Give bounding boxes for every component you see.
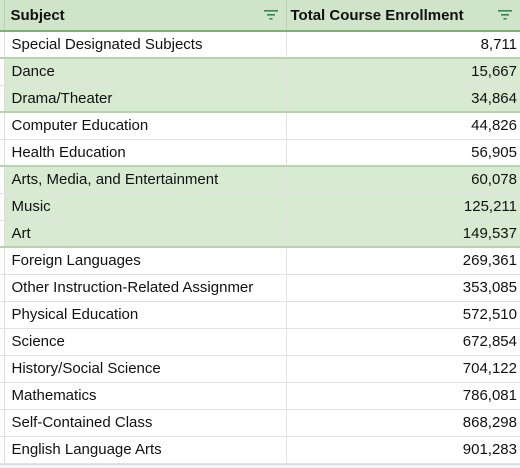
subject-cell[interactable]: Foreign Languages: [4, 247, 287, 275]
row-header-corner: [0, 0, 5, 32]
enrollment-cell[interactable]: 704,122: [286, 355, 520, 383]
subject-cell[interactable]: Mathematics: [4, 382, 287, 410]
column-header-enrollment[interactable]: Total Course Enrollment: [286, 0, 520, 32]
sheet-footer-strip: [0, 464, 520, 468]
enrollment-cell[interactable]: 353,085: [286, 274, 520, 302]
column-header-enrollment-label: Total Course Enrollment: [290, 6, 464, 24]
row-header-cell[interactable]: [0, 112, 5, 140]
subject-cell[interactable]: Art: [4, 220, 287, 248]
table-row[interactable]: Self-Contained Class 868,298: [0, 409, 520, 437]
table-row[interactable]: Arts, Media, and Entertainment 60,078: [0, 165, 520, 194]
row-header-cell[interactable]: [0, 57, 5, 86]
subject-cell[interactable]: Arts, Media, and Entertainment: [4, 165, 287, 194]
subject-cell[interactable]: Science: [4, 328, 287, 356]
enrollment-cell[interactable]: 8,711: [286, 31, 520, 59]
enrollment-cell[interactable]: 786,081: [286, 382, 520, 410]
row-header-cell[interactable]: [0, 328, 5, 356]
enrollment-cell[interactable]: 44,826: [286, 112, 520, 140]
row-header-cell[interactable]: [0, 247, 5, 275]
table-row[interactable]: Other Instruction-Related Assignmer 353,0…: [0, 274, 520, 302]
subject-cell[interactable]: Health Education: [4, 139, 287, 167]
enrollment-cell[interactable]: 269,361: [286, 247, 520, 275]
enrollment-cell[interactable]: 901,283: [286, 436, 520, 464]
table-row[interactable]: Health Education 56,905: [0, 139, 520, 167]
enrollment-cell[interactable]: 56,905: [286, 139, 520, 167]
row-header-cell[interactable]: [0, 409, 5, 437]
enrollment-cell[interactable]: 34,864: [286, 85, 520, 113]
table-row[interactable]: Physical Education 572,510: [0, 301, 520, 329]
subject-cell[interactable]: Computer Education: [4, 112, 287, 140]
table-row[interactable]: English Language Arts 901,283: [0, 436, 520, 464]
subject-cell[interactable]: Self-Contained Class: [4, 409, 287, 437]
table-row[interactable]: Foreign Languages 269,361: [0, 247, 520, 275]
row-header-cell[interactable]: [0, 382, 5, 410]
subject-cell[interactable]: History/Social Science: [4, 355, 287, 383]
header-row: Subject Total Course Enrollment: [0, 0, 520, 32]
table-row[interactable]: Music 125,211: [0, 193, 520, 221]
table-row[interactable]: Drama/Theater 34,864: [0, 85, 520, 113]
row-header-cell[interactable]: [0, 85, 5, 113]
row-header-cell[interactable]: [0, 165, 5, 194]
table-row[interactable]: Art 149,537: [0, 220, 520, 248]
subject-cell[interactable]: Special Designated Subjects: [4, 31, 287, 59]
table-row[interactable]: Special Designated Subjects 8,711: [0, 31, 520, 59]
subject-cell[interactable]: Physical Education: [4, 301, 287, 329]
subject-cell[interactable]: Drama/Theater: [4, 85, 287, 113]
enrollment-cell[interactable]: 672,854: [286, 328, 520, 356]
row-header-cell[interactable]: [0, 274, 5, 302]
enrollment-cell[interactable]: 60,078: [286, 165, 520, 194]
enrollment-cell[interactable]: 15,667: [286, 57, 520, 86]
table-row[interactable]: Computer Education 44,826: [0, 112, 520, 140]
enrollment-cell[interactable]: 868,298: [286, 409, 520, 437]
enrollment-cell[interactable]: 149,537: [286, 220, 520, 248]
table-row[interactable]: History/Social Science 704,122: [0, 355, 520, 383]
enrollment-cell[interactable]: 125,211: [286, 193, 520, 221]
column-header-subject-label: Subject: [10, 6, 65, 24]
row-header-cell[interactable]: [0, 193, 5, 221]
subject-cell[interactable]: Dance: [4, 57, 287, 86]
row-header-cell[interactable]: [0, 355, 5, 383]
subject-cell[interactable]: English Language Arts: [4, 436, 287, 464]
column-header-subject[interactable]: Subject: [4, 0, 287, 32]
enrollment-cell[interactable]: 572,510: [286, 301, 520, 329]
filter-icon[interactable]: [498, 8, 512, 20]
subject-cell[interactable]: Music: [4, 193, 287, 221]
filter-icon[interactable]: [263, 8, 278, 20]
row-header-cell[interactable]: [0, 436, 5, 464]
table-row[interactable]: Dance 15,667: [0, 57, 520, 86]
table-body: Special Designated Subjects 8,711 Dance 15,…: [0, 31, 520, 464]
table-row[interactable]: Mathematics 786,081: [0, 382, 520, 410]
subject-cell[interactable]: Other Instruction-Related Assignmer: [4, 274, 287, 302]
table-row[interactable]: Science 672,854: [0, 328, 520, 356]
row-header-cell[interactable]: [0, 301, 5, 329]
row-header-cell[interactable]: [0, 220, 5, 248]
